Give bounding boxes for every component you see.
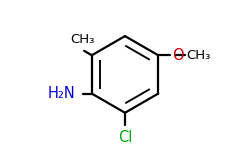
Text: CH₃: CH₃	[186, 49, 210, 62]
Text: O: O	[172, 48, 184, 63]
Text: H₂N: H₂N	[48, 86, 76, 101]
Text: CH₃: CH₃	[70, 33, 95, 46]
Text: Cl: Cl	[118, 130, 132, 146]
